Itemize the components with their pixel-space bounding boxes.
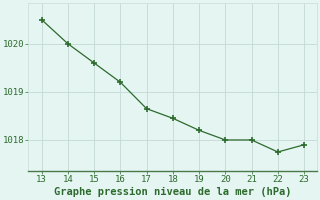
X-axis label: Graphe pression niveau de la mer (hPa): Graphe pression niveau de la mer (hPa) bbox=[54, 187, 292, 197]
